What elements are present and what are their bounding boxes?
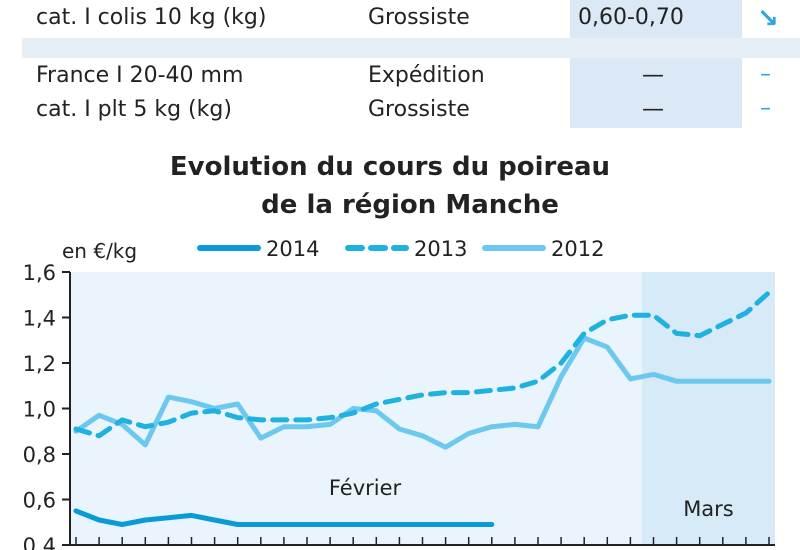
price-cell: 0,60-0,70 [578,5,684,30]
price-table: cat. I colis 10 kg (kg) Grossiste 0,60-0… [22,0,800,128]
product-cell: cat. I colis 10 kg (kg) [36,5,267,30]
y-tick-label: 1,2 [23,352,56,376]
y-tick-label: 0,4 [23,534,56,550]
legend-label-2014: 2014 [266,237,319,261]
y-tick-label: 1,4 [23,307,56,331]
legend-label-2013: 2013 [414,237,467,261]
series-line-2014 [73,508,495,527]
product-cell: cat. I plt 5 kg (kg) [36,97,232,122]
market-cell: Grossiste [368,5,470,30]
y-tick-label: 1,0 [23,398,56,422]
price-cell: — [642,63,664,88]
trend-stable-icon: – [760,62,771,87]
y-tick-label: 1,6 [23,261,56,285]
period-label-fevrier: Février [329,476,402,500]
unit-label: en €/kg [62,239,137,263]
y-tick-label: 0,8 [23,443,56,467]
market-cell: Expédition [368,63,485,88]
period-label-mars: Mars [683,497,734,521]
product-cell: France I 20-40 mm [36,63,244,88]
table-row: France I 20-40 mm cat. I plt 5 kg (kg) E… [22,58,800,128]
trend-down-icon: ↘ [757,4,779,34]
series-line-2013 [73,290,772,439]
price-cell: — [642,97,664,122]
chart-title-line-1: Evolution du cours du poireau [169,152,611,182]
y-tick-label: 0,6 [23,489,56,513]
table-row: cat. I colis 10 kg (kg) Grossiste 0,60-0… [22,0,800,38]
mars-background [641,272,775,545]
series-line-2012 [73,335,772,450]
chart-title-line-2: de la région Manche [261,190,559,220]
market-cell: Grossiste [368,97,470,122]
price-column-bg [570,0,742,38]
trend-stable-icon: – [760,96,771,121]
price-column-bg [570,58,742,128]
legend-label-2012: 2012 [551,237,604,261]
